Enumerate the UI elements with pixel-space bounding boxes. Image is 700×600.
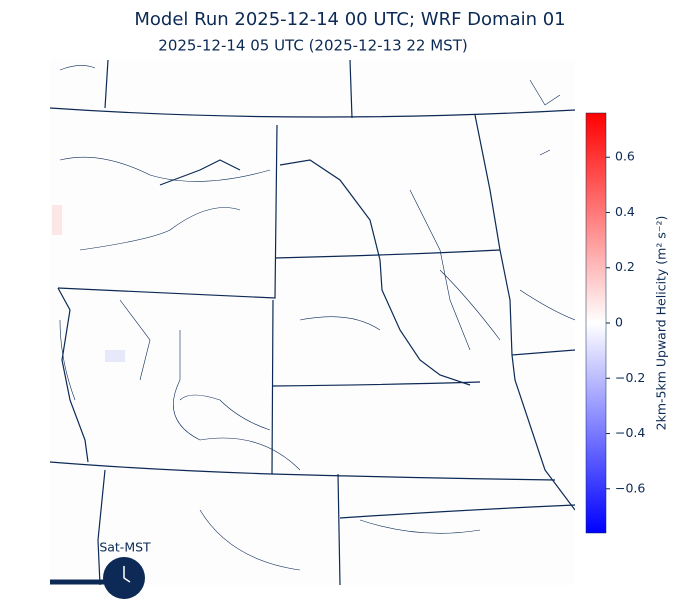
colorbar-tick-label: 0 bbox=[615, 315, 623, 330]
colorbar-label: 2km-5km Upward Helicity (m² s⁻²) bbox=[654, 216, 669, 431]
clock-label: Sat-MST bbox=[99, 540, 151, 555]
colorbar bbox=[585, 112, 607, 534]
colorbar-tick-label: 0.4 bbox=[615, 204, 635, 219]
colorbar-tick-label: −0.6 bbox=[615, 480, 645, 495]
colorbar-tick-label: −0.2 bbox=[615, 370, 645, 385]
colorbar-tick-label: 0.6 bbox=[615, 149, 635, 164]
subtitle: 2025-12-14 05 UTC (2025-12-13 22 MST) bbox=[158, 37, 467, 55]
clock-hands bbox=[123, 566, 131, 583]
map bbox=[50, 60, 575, 585]
title: Model Run 2025-12-14 00 UTC; WRF Domain … bbox=[134, 9, 565, 30]
colorbar-tick-label: 0.2 bbox=[615, 259, 635, 274]
colorbar-tick-label: −0.4 bbox=[615, 425, 645, 440]
